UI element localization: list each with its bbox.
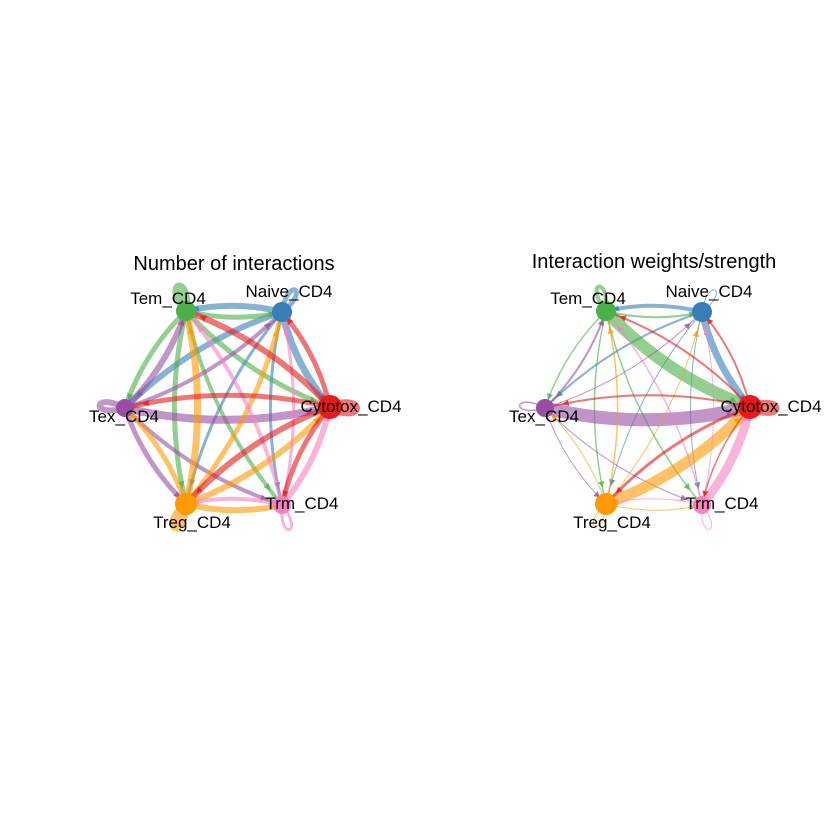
edge-arrowhead bbox=[199, 315, 207, 322]
node-tex-cd4 bbox=[116, 399, 134, 417]
panel-title-interaction-weights: Interaction weights/strength bbox=[532, 251, 777, 273]
edge-cytotox-cd4-to-treg-cd4 bbox=[604, 405, 751, 506]
edge-treg-cd4-to-tem-cd4 bbox=[182, 310, 202, 505]
node-tex-cd4 bbox=[536, 399, 554, 417]
edge-treg-cd4-to-tem-cd4 bbox=[605, 310, 619, 505]
node-label-treg-cd4: Treg_CD4 bbox=[153, 513, 231, 532]
edge-arrowhead bbox=[263, 322, 271, 330]
node-naive-cd4 bbox=[692, 302, 712, 322]
edge-cytotox-cd4-to-tem-cd4 bbox=[184, 308, 333, 410]
edge-tem-cd4-to-cytotox-cd4 bbox=[184, 309, 331, 410]
edge-tem-cd4-to-treg-cd4 bbox=[171, 310, 189, 505]
edge-arrowhead bbox=[706, 318, 714, 325]
node-label-trm-cd4: Trm_CD4 bbox=[265, 494, 338, 513]
node-cytotox-cd4 bbox=[318, 395, 342, 419]
edge-arrowhead bbox=[130, 414, 138, 421]
self-loop-trm-cd4 bbox=[280, 503, 293, 531]
edges-layer bbox=[518, 284, 780, 530]
edge-tem-cd4-to-treg-cd4 bbox=[593, 310, 607, 505]
edge-arrowhead bbox=[725, 409, 733, 416]
edge-arrowhead bbox=[196, 486, 203, 494]
edge-arrowhead bbox=[272, 330, 279, 338]
panel-title-number-of-interactions: Number of interactions bbox=[133, 253, 334, 275]
nodes-layer bbox=[116, 301, 342, 515]
edge-cytotox-cd4-to-treg-cd4 bbox=[183, 404, 332, 507]
self-loop-tem-cd4 bbox=[594, 284, 609, 313]
node-naive-cd4 bbox=[272, 302, 292, 322]
edge-arrowhead bbox=[562, 399, 570, 406]
edge-arrowhead bbox=[683, 322, 691, 330]
edge-tex-cd4-to-trm-cd4 bbox=[544, 407, 703, 506]
edge-arrowhead bbox=[263, 483, 271, 491]
edge-naive-cd4-to-tex-cd4 bbox=[544, 311, 703, 409]
edge-arrowhead bbox=[729, 396, 737, 403]
edge-arrowhead bbox=[702, 490, 709, 498]
edge-arrowhead bbox=[550, 414, 558, 421]
edge-cytotox-cd4-to-tex-cd4 bbox=[124, 392, 331, 411]
node-tem-cd4 bbox=[596, 301, 616, 321]
edge-tem-cd4-to-cytotox-cd4 bbox=[601, 306, 753, 413]
edge-arrowhead bbox=[177, 318, 185, 327]
edge-cytotox-cd4-to-tem-cd4 bbox=[605, 310, 751, 408]
self-loop-naive-cd4 bbox=[701, 289, 717, 313]
edge-treg-cd4-to-cytotox-cd4 bbox=[604, 403, 755, 510]
edge-arrowhead bbox=[283, 328, 291, 336]
edge-tex-cd4-to-cytotox-cd4 bbox=[124, 403, 331, 424]
edge-arrowhead bbox=[619, 315, 627, 322]
edge-treg-cd4-to-cytotox-cd4 bbox=[184, 404, 333, 507]
node-treg-cd4 bbox=[175, 493, 197, 515]
node-label-trm-cd4: Trm_CD4 bbox=[685, 494, 758, 513]
edge-arrowhead bbox=[680, 494, 688, 501]
node-labels-layer: Naive_CD4 Tem_CD4 Tex_CD4 Treg_CD4 Trm_CD4 Cy… bbox=[89, 282, 402, 532]
edge-arrowhead bbox=[683, 483, 691, 491]
node-cytotox-cd4 bbox=[738, 395, 762, 419]
edge-arrowhead bbox=[197, 325, 205, 333]
edge-arrowhead bbox=[546, 392, 554, 401]
edge-arrowhead bbox=[703, 328, 711, 336]
edge-trm-cd4-to-tem-cd4 bbox=[184, 309, 284, 506]
edge-cytotox-cd4-to-tex-cd4 bbox=[544, 394, 751, 409]
network-panel-interaction-weights: Interaction weights/strength Naive_CD4 Te… bbox=[509, 251, 822, 532]
node-label-treg-cd4: Treg_CD4 bbox=[573, 513, 651, 532]
node-label-tex-cd4: Tex_CD4 bbox=[89, 407, 159, 426]
node-label-tem-cd4: Tem_CD4 bbox=[130, 289, 206, 308]
edge-arrowhead bbox=[286, 318, 294, 325]
edge-arrowhead bbox=[617, 325, 625, 333]
edge-arrowhead bbox=[616, 486, 623, 494]
edge-treg-cd4-to-naive-cd4 bbox=[605, 311, 703, 505]
node-trm-cd4 bbox=[273, 496, 291, 514]
edge-arrowhead bbox=[692, 330, 699, 338]
edge-arrowhead bbox=[187, 327, 195, 335]
edge-naive-cd4-to-treg-cd4 bbox=[605, 311, 703, 505]
edge-tex-cd4-to-naive-cd4 bbox=[124, 310, 284, 410]
node-label-naive-cd4: Naive_CD4 bbox=[666, 282, 753, 301]
node-tem-cd4 bbox=[176, 301, 196, 321]
node-label-naive-cd4: Naive_CD4 bbox=[246, 282, 333, 301]
node-label-tem-cd4: Tem_CD4 bbox=[550, 289, 626, 308]
edge-tex-cd4-to-naive-cd4 bbox=[544, 311, 703, 409]
node-trm-cd4 bbox=[693, 496, 711, 514]
network-panel-number-of-interactions: Number of interactions Naive_CD4 Tem_CD4 T… bbox=[89, 253, 402, 532]
edge-arrowhead bbox=[282, 490, 289, 498]
edge-arrowhead bbox=[607, 327, 615, 335]
self-loop-tex-cd4 bbox=[96, 399, 128, 414]
node-label-cytotox-cd4: Cytotox_CD4 bbox=[300, 397, 401, 416]
edge-trm-cd4-to-naive-cd4 bbox=[701, 311, 715, 506]
edge-arrowhead bbox=[597, 480, 605, 488]
edge-arrowhead bbox=[126, 392, 134, 401]
node-labels-layer: Naive_CD4 Tem_CD4 Tex_CD4 Treg_CD4 Trm_CD4 Cy… bbox=[509, 282, 822, 532]
node-label-cytotox-cd4: Cytotox_CD4 bbox=[720, 397, 821, 416]
self-loop-trm-cd4 bbox=[701, 504, 712, 530]
nodes-layer bbox=[536, 301, 762, 515]
edge-trm-cd4-to-tem-cd4 bbox=[605, 310, 703, 506]
node-label-tex-cd4: Tex_CD4 bbox=[509, 407, 579, 426]
self-loop-tem-cd4 bbox=[172, 282, 191, 315]
node-treg-cd4 bbox=[595, 493, 617, 515]
edge-arrowhead bbox=[142, 399, 150, 406]
edge-arrowhead bbox=[597, 318, 605, 327]
edge-tex-cd4-to-cytotox-cd4 bbox=[543, 400, 752, 427]
self-loop-naive-cd4 bbox=[279, 287, 299, 315]
self-loop-tex-cd4 bbox=[518, 401, 546, 412]
